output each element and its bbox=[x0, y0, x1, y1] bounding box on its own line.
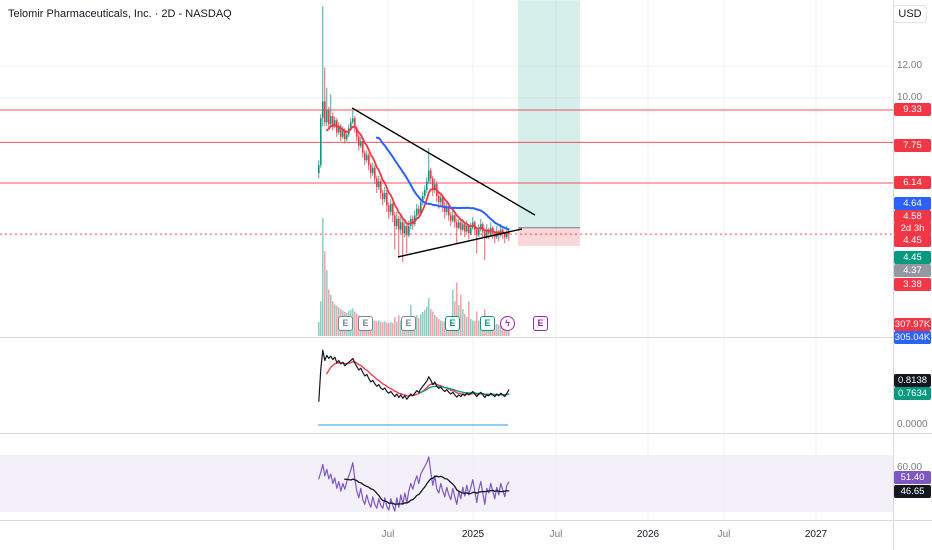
pane2-value-badge: 0.8138 bbox=[894, 374, 931, 387]
price-badge: 4.64 bbox=[894, 197, 931, 210]
price-badge: 7.75 bbox=[894, 139, 931, 152]
pane3-axis-label: 60.00 bbox=[897, 462, 923, 473]
earnings-beat-icon[interactable]: E bbox=[445, 316, 460, 331]
price-badge: 9.33 bbox=[894, 103, 931, 116]
price-badge: 2d 3h bbox=[894, 222, 931, 235]
price-badge: 307.97K bbox=[894, 318, 931, 331]
currency-button[interactable]: USD bbox=[893, 5, 927, 23]
earnings-past-icon[interactable]: E bbox=[358, 316, 373, 331]
price-axis-label: 10.00 bbox=[897, 92, 923, 103]
price-badge: 4.45 bbox=[894, 251, 931, 264]
price-badge: 305.04K bbox=[894, 331, 931, 344]
price-badge: 4.45 bbox=[894, 234, 931, 247]
earnings-past-icon[interactable]: E bbox=[401, 316, 416, 331]
time-axis-label: 2027 bbox=[804, 529, 828, 540]
time-axis-label: Jul bbox=[381, 529, 395, 540]
power-event-icon[interactable]: ϟ bbox=[500, 316, 515, 331]
earnings-beat-icon[interactable]: E bbox=[480, 316, 495, 331]
price-axis-label: 12.00 bbox=[897, 60, 923, 71]
time-axis-label: Jul bbox=[549, 529, 563, 540]
price-badge: 4.37 bbox=[894, 264, 931, 277]
earnings-past-icon[interactable]: E bbox=[338, 316, 353, 331]
price-badge: 4.58 bbox=[894, 210, 931, 223]
time-axis-label: 2026 bbox=[636, 529, 660, 540]
price-badge: 3.38 bbox=[894, 278, 931, 291]
earnings-upcoming-icon[interactable]: E bbox=[533, 316, 548, 331]
pane3-value-badge: 46.65 bbox=[894, 485, 931, 498]
time-axis-label: 2025 bbox=[461, 529, 485, 540]
pane2-axis-label: 0.0000 bbox=[897, 419, 928, 430]
price-badge: 6.14 bbox=[894, 176, 931, 189]
pane2-value-badge: 0.7634 bbox=[894, 387, 931, 400]
pane3-value-badge: 51.40 bbox=[894, 471, 931, 484]
symbol-title[interactable]: Telomir Pharmaceuticals, Inc. · 2D - NAS… bbox=[8, 8, 232, 20]
time-axis-label: Jul bbox=[717, 529, 731, 540]
